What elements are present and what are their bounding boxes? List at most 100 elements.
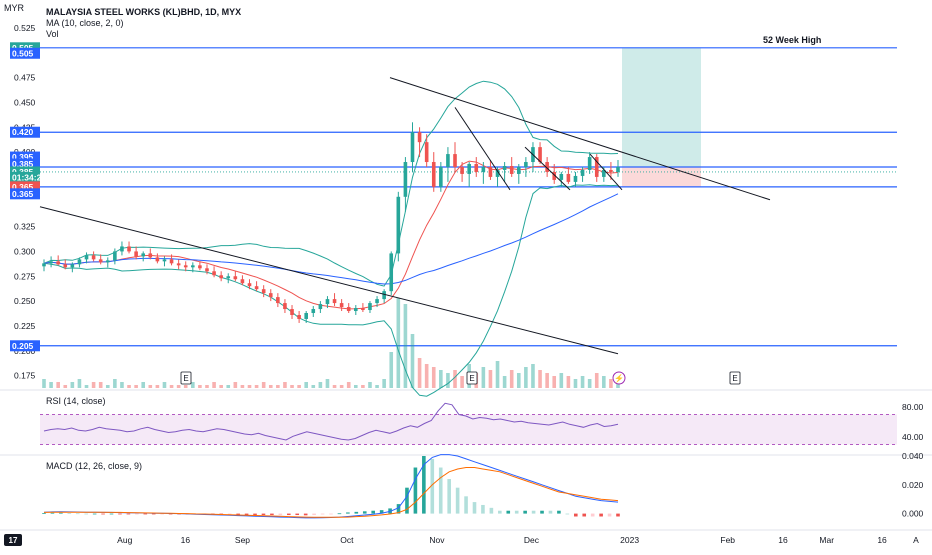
candle (396, 191, 401, 262)
candle-body (467, 164, 471, 174)
volume-bar (410, 334, 415, 388)
candle-body (509, 166, 514, 174)
candle-body (524, 162, 528, 167)
macd-histogram-bar (303, 513, 308, 516)
volume-bar (63, 385, 68, 388)
volume-bar (368, 382, 372, 388)
vol-legend[interactable]: Vol (46, 29, 59, 39)
chart-legend[interactable]: MALAYSIA STEEL WORKS (KL)BHD, 1D, MYX MA… (46, 7, 241, 40)
price-badge[interactable]: 0.505 (10, 47, 40, 59)
resistance-trendline[interactable] (389, 77, 771, 201)
candle-body (162, 259, 167, 262)
price-badge[interactable]: 01:34:22 (10, 171, 46, 183)
downtrend-line[interactable] (39, 206, 619, 355)
candle-body (148, 253, 153, 258)
macd-legend[interactable]: MACD (12, 26, close, 9) (46, 461, 143, 471)
price-badge-bg[interactable] (10, 126, 40, 138)
macd-histogram-bar (557, 510, 561, 514)
auto-scale-button[interactable]: A (913, 535, 919, 545)
candle-body (176, 263, 181, 266)
volume-bar (339, 385, 344, 388)
price-badge-label: 0.395 (12, 152, 34, 162)
dividend-marker[interactable]: ⚡ (612, 371, 626, 385)
volume-bar (240, 385, 245, 388)
price-badge[interactable]: 0.395 (10, 151, 40, 163)
price-badge-bg[interactable] (10, 188, 40, 200)
price-badge-bg[interactable] (10, 181, 40, 193)
candle (580, 166, 585, 182)
volume-bar (375, 385, 379, 388)
time-tick-label: Aug (117, 535, 132, 545)
stop-zone (622, 166, 701, 187)
price-tick-label: 0.175 (14, 371, 36, 381)
candle (311, 306, 316, 317)
symbol-title[interactable]: MALAYSIA STEEL WORKS (KL)BHD, 1D, MYX (46, 7, 242, 17)
candle-body (431, 162, 436, 187)
candle (552, 164, 557, 184)
candle-body (453, 154, 457, 167)
volume-bar (268, 385, 273, 388)
price-badge-bg[interactable] (10, 171, 40, 183)
price-badge[interactable]: 0.385 (10, 158, 40, 170)
candle (453, 142, 457, 172)
macd-histogram-bar (244, 513, 249, 516)
macd-histogram-bar (329, 513, 333, 515)
price-badge-bg[interactable] (10, 340, 40, 352)
volume-bar (354, 385, 358, 388)
dividend-marker-circle[interactable] (612, 371, 626, 385)
earnings-marker-box[interactable] (180, 371, 192, 385)
candle (446, 147, 450, 182)
volume-bar (609, 379, 613, 388)
price-badge[interactable]: 0.365 (10, 188, 40, 200)
volume-bar (516, 373, 521, 388)
macd-histogram-bar (253, 513, 257, 516)
candle (169, 254, 174, 266)
candle (325, 296, 330, 309)
earnings-marker-box[interactable] (729, 371, 741, 385)
price-badge-bg[interactable] (10, 47, 40, 59)
volume-bar (460, 376, 464, 388)
tradingview-logo-bg[interactable] (4, 534, 22, 546)
price-badge[interactable]: 0.420 (10, 126, 40, 138)
candle (304, 311, 308, 323)
macd-histogram-bar (337, 513, 342, 515)
tradingview-logo[interactable]: 17 (4, 534, 22, 546)
pattern-line[interactable] (524, 146, 571, 191)
price-badge-label: 01:34:22 (12, 172, 46, 182)
candle (410, 122, 415, 172)
candle-body (261, 289, 266, 294)
candle-body (276, 297, 280, 304)
macd-histogram-bar (59, 512, 63, 514)
ma-legend[interactable]: MA (10, close, 2, 0) (46, 18, 124, 28)
candle (545, 157, 549, 177)
price-badge-bg[interactable] (10, 151, 40, 163)
earnings-marker[interactable]: E (180, 371, 192, 385)
pattern-line[interactable] (454, 107, 511, 191)
rsi-legend[interactable]: RSI (14, close) (46, 396, 106, 406)
volume-bar (431, 367, 436, 388)
macd-histogram-bar (616, 513, 620, 517)
volume-bar (198, 385, 202, 388)
candle-body (439, 166, 443, 187)
candle-body (559, 173, 564, 180)
candle (134, 246, 138, 260)
candle (460, 162, 464, 182)
earnings-marker-box[interactable] (466, 371, 478, 385)
volume-bar (226, 385, 231, 388)
price-tick-label: 0.325 (14, 222, 36, 232)
macd-histogram-bar (346, 512, 350, 514)
volume-bar (169, 385, 174, 388)
candle-body (573, 175, 578, 182)
earnings-marker[interactable]: E (729, 371, 741, 385)
price-badge[interactable]: 0.365 (10, 181, 40, 193)
price-badge-bg[interactable] (10, 158, 40, 170)
pattern-line[interactable] (589, 153, 623, 191)
price-badge[interactable]: 0.205 (10, 340, 40, 352)
macd-histogram-bar (379, 510, 384, 514)
volume-bar (191, 382, 195, 388)
macd-histogram-bar (590, 513, 595, 517)
candle-body (474, 164, 479, 172)
earnings-marker[interactable]: E (466, 371, 478, 385)
